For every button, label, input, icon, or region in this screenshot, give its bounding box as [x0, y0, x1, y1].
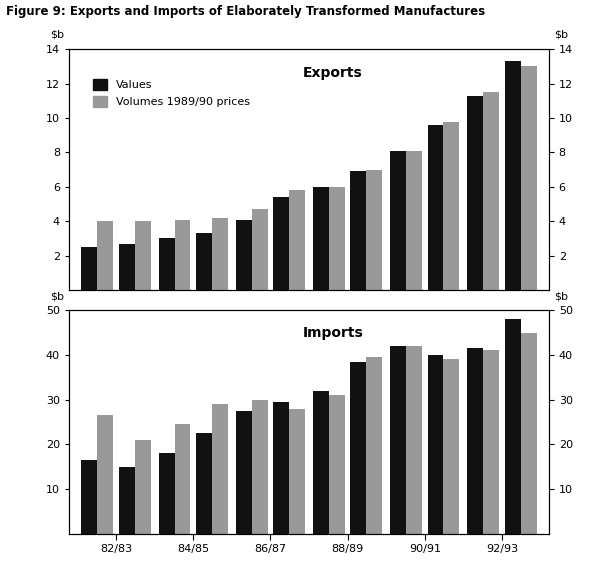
Bar — [467, 96, 483, 290]
Bar — [505, 319, 521, 534]
Bar — [390, 151, 406, 290]
Bar — [390, 346, 406, 534]
Bar — [428, 125, 443, 290]
Bar — [212, 218, 228, 290]
Bar — [273, 197, 289, 290]
Bar — [521, 67, 536, 290]
Bar — [406, 151, 422, 290]
Text: Figure 9: Exports and Imports of Elaborately Transformed Manufactures: Figure 9: Exports and Imports of Elabora… — [6, 5, 485, 17]
Bar — [158, 453, 175, 534]
Bar — [366, 169, 382, 290]
Bar — [82, 460, 97, 534]
Bar — [329, 395, 345, 534]
Bar — [212, 404, 228, 534]
Bar — [273, 402, 289, 534]
Bar — [175, 219, 190, 290]
Bar — [443, 360, 460, 534]
Bar — [119, 466, 135, 534]
Bar — [97, 415, 113, 534]
Bar — [313, 187, 329, 290]
Bar — [196, 233, 212, 290]
Text: $b: $b — [554, 291, 568, 302]
Bar — [289, 408, 305, 534]
Bar — [175, 424, 190, 534]
Bar — [97, 221, 113, 290]
Bar — [350, 362, 366, 534]
Bar — [505, 61, 521, 290]
Bar — [483, 92, 499, 290]
Bar — [329, 187, 345, 290]
Text: $b: $b — [50, 30, 64, 39]
Bar — [252, 400, 268, 534]
Bar — [428, 355, 443, 534]
Bar — [236, 411, 252, 534]
Bar — [521, 333, 536, 534]
Bar — [158, 238, 175, 290]
Bar — [252, 209, 268, 290]
Bar — [135, 221, 151, 290]
Bar — [236, 219, 252, 290]
Text: $b: $b — [554, 30, 568, 39]
Bar — [366, 357, 382, 534]
Bar — [483, 350, 499, 534]
Bar — [119, 244, 135, 290]
Bar — [313, 391, 329, 534]
Bar — [135, 440, 151, 534]
Text: $b: $b — [50, 291, 64, 302]
Bar — [350, 171, 366, 290]
Bar — [196, 433, 212, 534]
Text: Exports: Exports — [303, 66, 363, 80]
Bar — [289, 190, 305, 290]
Text: Imports: Imports — [302, 326, 364, 340]
Bar — [82, 247, 97, 290]
Bar — [443, 122, 460, 290]
Legend: Values, Volumes 1989/90 prices: Values, Volumes 1989/90 prices — [89, 74, 254, 111]
Bar — [467, 348, 483, 534]
Bar — [406, 346, 422, 534]
